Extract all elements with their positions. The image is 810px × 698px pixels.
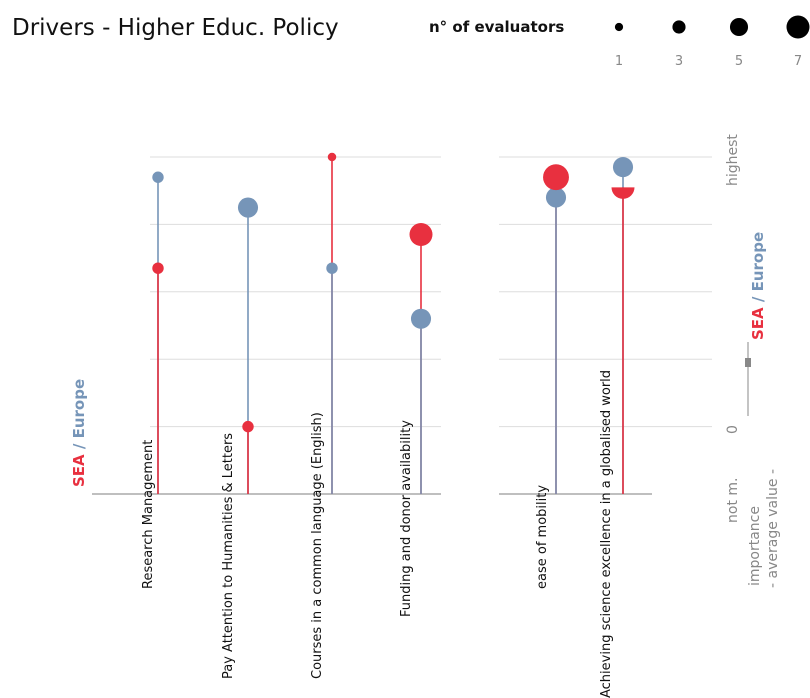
axis-tick-zero: 0 <box>725 425 741 434</box>
label-item-0-2: Courses in a common language (English) <box>310 412 325 679</box>
legend-label-7: 7 <box>794 54 802 69</box>
label-item-0-0: Research Management <box>141 440 156 589</box>
dot-europe-item-1-0 <box>545 187 567 208</box>
dot-sea-item-0-1 <box>242 420 254 433</box>
axis-tick-not-mentioned: not m. <box>725 478 741 523</box>
gridlines <box>92 156 712 495</box>
right-axis-europe: Europe <box>749 232 767 292</box>
legend-bubble-7 <box>786 15 810 39</box>
axis-tick-highest: highest <box>725 134 741 186</box>
dot-sea-item-0-3 <box>409 223 433 247</box>
legend-bubble-5 <box>729 17 749 37</box>
category-labels: Research Management Pay Attention to Huma… <box>141 370 614 698</box>
lollipop-series <box>152 152 635 494</box>
dot-europe-item-1-1 <box>612 157 634 178</box>
dot-sea-item-0-0 <box>152 262 164 274</box>
right-axis-title: importance <box>747 506 763 586</box>
legend-label-5: 5 <box>735 54 743 69</box>
legend-bubble-3 <box>672 20 686 34</box>
dot-sea-item-1-0 <box>543 164 569 191</box>
left-axis-europe: Europe <box>70 379 88 439</box>
dot-europe-item-0-3 <box>410 308 432 329</box>
dot-europe-item-0-2 <box>326 262 338 274</box>
label-item-1-0: ease of mobility <box>535 485 550 589</box>
legend-label-1: 1 <box>615 54 623 69</box>
dot-europe-item-0-0 <box>152 171 164 183</box>
left-axis-label: SEA / Europe <box>70 379 88 487</box>
legend-sizes: 1 3 5 7 <box>615 15 810 69</box>
axis-arrow <box>745 342 751 416</box>
chart-title: Drivers - Higher Educ. Policy <box>12 15 339 41</box>
label-item-1-1: Achieving science excellence in a global… <box>599 370 614 698</box>
right-axis-series-label: SEA / Europe <box>749 232 767 340</box>
label-item-0-1: Pay Attention to Humanities & Letters <box>221 433 236 679</box>
dot-sea-item-1-1 <box>611 187 635 199</box>
legend-label-3: 3 <box>675 54 683 69</box>
legend-title: n° of evaluators <box>429 18 564 36</box>
label-item-0-3: Funding and donor availability <box>399 420 414 617</box>
dot-europe-item-0-1 <box>237 197 259 218</box>
right-axis-separator: / <box>749 291 767 307</box>
dot-sea-item-0-2 <box>327 152 337 162</box>
left-axis-sea: SEA <box>70 454 88 487</box>
left-axis-separator: / <box>70 438 88 454</box>
legend-bubble-1 <box>614 22 624 32</box>
right-axis-subtitle: - average value - <box>765 469 781 588</box>
right-axis-sea: SEA <box>749 307 767 340</box>
